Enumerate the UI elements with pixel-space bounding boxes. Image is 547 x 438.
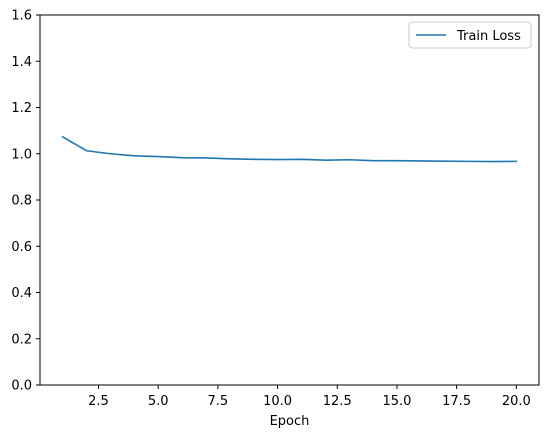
y-tick-label: 1.2 <box>11 101 32 116</box>
series-layer <box>61 135 518 163</box>
legend-label-train-loss: Train Loss <box>456 29 521 44</box>
y-tick-label: 1.0 <box>11 147 32 162</box>
series-line-train-loss <box>61 135 518 163</box>
y-tick-label: 0.2 <box>11 332 32 347</box>
plot-frame <box>39 14 540 386</box>
x-tick-label: 10.0 <box>263 394 292 409</box>
x-tick-label: 17.5 <box>442 394 471 409</box>
x-axis-ticks: 2.5 5.0 7.5 10.0 12.5 15.0 17.5 20.0 <box>88 385 531 409</box>
y-tick-label: 0.4 <box>11 286 32 301</box>
x-tick-label: 7.5 <box>208 394 229 409</box>
y-tick-label: 0.0 <box>11 379 32 394</box>
y-tick-label: 0.8 <box>11 194 32 209</box>
x-tick-label: 12.5 <box>323 394 352 409</box>
x-tick-label: 2.5 <box>88 394 109 409</box>
y-axis-ticks: 0.0 0.2 0.4 0.6 0.8 1.0 1.2 1.4 1.6 <box>11 9 40 394</box>
x-tick-label: 5.0 <box>148 394 169 409</box>
y-tick-label: 0.6 <box>11 240 32 255</box>
legend: Train Loss <box>408 21 532 49</box>
y-tick-label: 1.6 <box>11 9 32 24</box>
x-tick-label: 20.0 <box>502 394 531 409</box>
x-tick-label: 15.0 <box>382 394 411 409</box>
legend-box <box>408 21 532 49</box>
y-tick-label: 1.4 <box>11 55 32 70</box>
x-axis-label: Epoch <box>270 414 310 429</box>
